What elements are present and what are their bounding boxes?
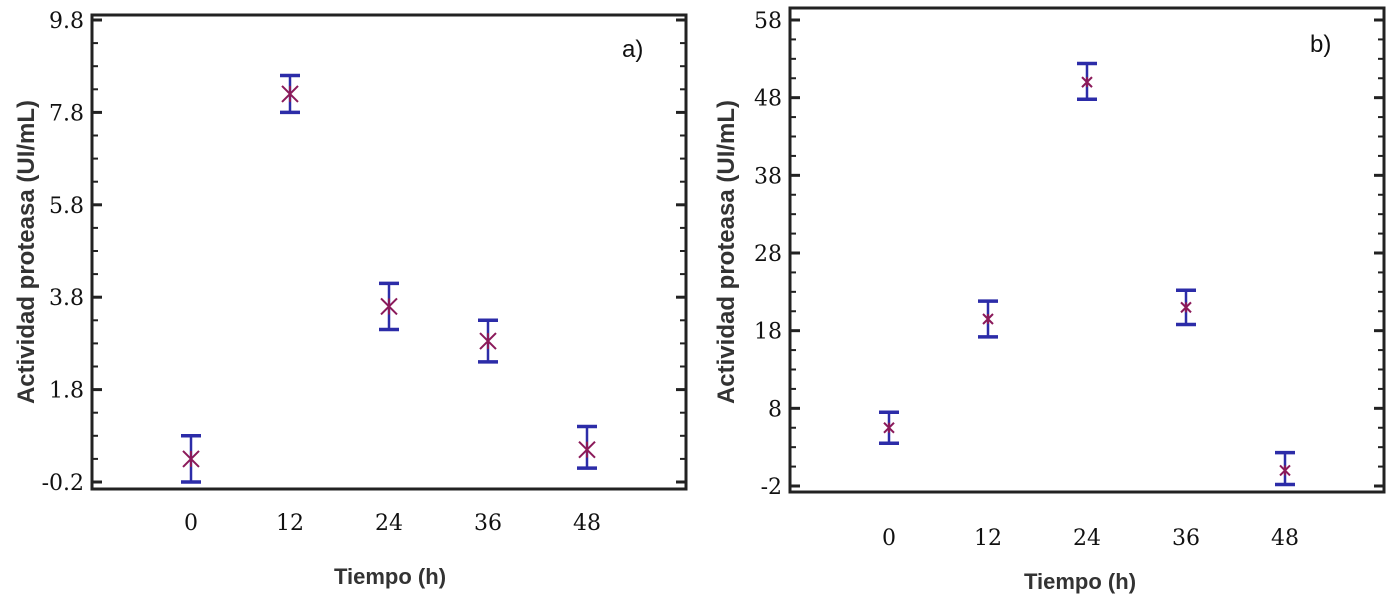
x-tick-label: 24 — [1073, 526, 1101, 551]
y-tick-label: -0.2 — [42, 471, 84, 496]
plot-frame — [788, 6, 1386, 494]
y-tick-label: 38 — [754, 164, 782, 189]
x-tick-label: 12 — [974, 526, 1002, 551]
y-tick-label: 18 — [754, 320, 782, 345]
x-tick-label: 48 — [1271, 526, 1299, 551]
y-tick-label: 3.8 — [49, 286, 84, 311]
data-point — [1077, 61, 1097, 101]
y-axis-ticks: -2 8 18 28 38 48 58 — [754, 9, 1384, 500]
x-tick-label: 12 — [276, 511, 304, 536]
star-marker — [1279, 464, 1291, 477]
data-point — [577, 424, 597, 470]
data-points — [181, 73, 597, 484]
y-tick-label: 48 — [754, 87, 782, 112]
y-tick-label: 7.8 — [49, 101, 84, 126]
y-tick-label: -2 — [761, 475, 782, 500]
y-axis-title: Actividad proteasa (UI/mL) — [13, 100, 40, 404]
y-tick-label: 28 — [754, 242, 782, 267]
y-axis-ticks: -0.2 1.8 3.8 5.8 7.8 9.8 — [42, 9, 686, 496]
x-axis-title: Tiempo (h) — [334, 564, 446, 589]
data-point — [478, 318, 498, 364]
y-axis-title: Actividad proteasa (UI/mL) — [713, 100, 740, 404]
star-marker — [182, 450, 200, 468]
data-points — [879, 61, 1295, 487]
star-marker — [883, 422, 895, 434]
x-tick-label: 24 — [375, 511, 403, 536]
data-point — [879, 410, 899, 446]
data-point — [1275, 450, 1295, 487]
data-point — [280, 73, 300, 115]
star-marker — [1081, 76, 1093, 88]
y-tick-label: 58 — [754, 9, 782, 34]
x-tick-label: 48 — [573, 511, 601, 536]
plot-frame — [90, 13, 688, 491]
x-axis-title: Tiempo (h) — [1024, 569, 1136, 594]
x-tick-label: 36 — [1172, 526, 1200, 551]
star-marker — [1180, 301, 1192, 314]
star-marker — [578, 440, 596, 459]
star-marker — [281, 85, 299, 103]
x-tick-label: 0 — [882, 526, 896, 551]
x-tick-label: 0 — [184, 511, 198, 536]
panel-label: b) — [1310, 31, 1331, 58]
data-point — [978, 299, 998, 339]
y-tick-label: 8 — [768, 397, 782, 422]
y-tick-label: 5.8 — [49, 194, 84, 219]
chart-panel-b: -2 8 18 28 38 48 58 0 12 24 36 48 b) Tiempo (h) Ac… — [713, 6, 1386, 594]
panel-label: a) — [622, 36, 643, 63]
data-point — [181, 434, 201, 484]
star-marker — [479, 332, 497, 350]
y-tick-label: 1.8 — [49, 379, 84, 404]
chart-panel-a: -0.2 1.8 3.8 5.8 7.8 9.8 0 12 24 36 48 a) Tiempo … — [13, 9, 688, 589]
data-point — [1176, 288, 1196, 327]
x-axis-ticks: 0 12 24 36 48 — [184, 511, 601, 536]
x-tick-label: 36 — [474, 511, 502, 536]
y-tick-label: 9.8 — [49, 9, 84, 34]
x-axis-ticks: 0 12 24 36 48 — [882, 526, 1299, 551]
star-marker — [380, 297, 398, 316]
data-point — [379, 281, 399, 332]
star-marker — [982, 313, 994, 325]
